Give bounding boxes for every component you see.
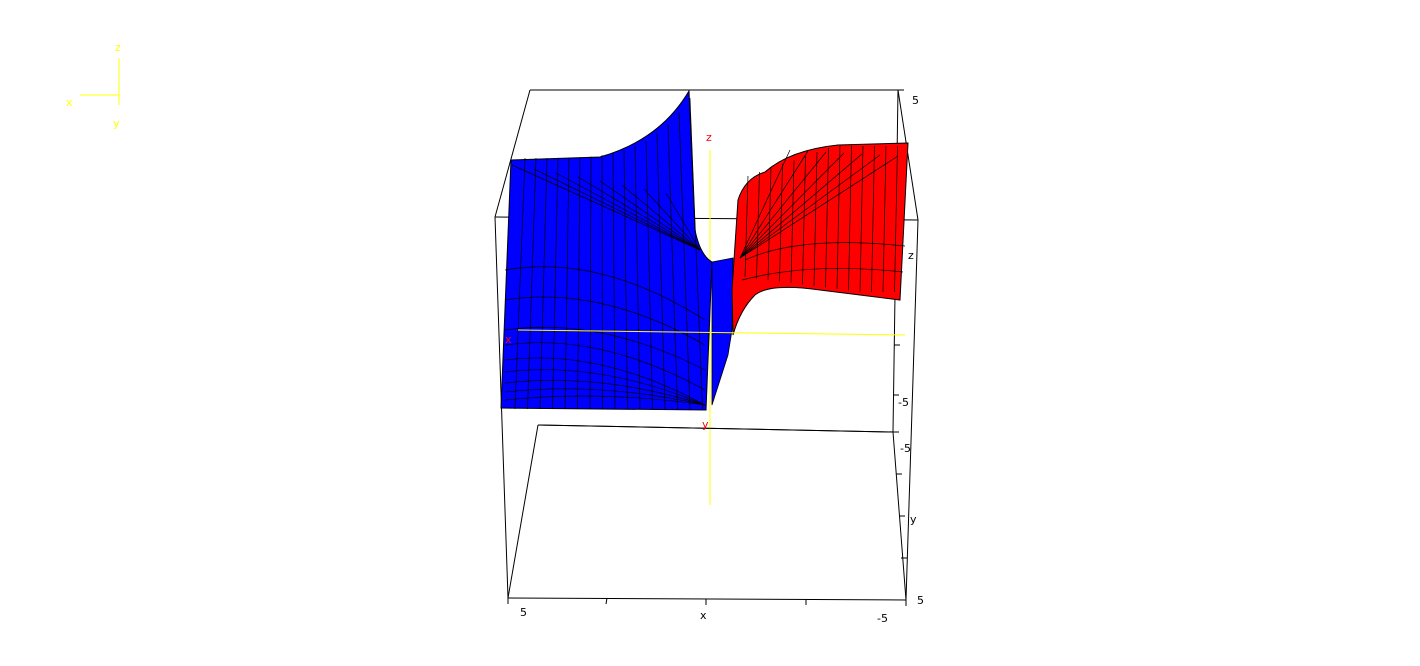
mesh-line [599,180,701,251]
surface-blue [500,89,734,411]
box-edge [507,597,907,601]
mesh-line [894,145,898,293]
inner-y-label: y [702,418,709,431]
z-axis-label: z [908,249,914,262]
mesh-line [564,157,570,410]
mesh-line [882,145,887,293]
mesh-line [825,147,829,288]
mesh-line [790,159,795,284]
mesh-line [767,167,772,281]
triad-z-label: z [115,41,121,54]
mesh-line [504,379,706,406]
mesh-line [739,152,845,259]
inner-x-label: x [505,333,512,346]
y-axis-label: y [910,513,917,526]
surface-red-mesh [739,145,906,293]
y-tick-label-end: 5 [917,594,924,607]
mesh-line [739,150,809,259]
mesh-line [665,192,701,251]
orientation-triad: x z y [66,41,121,130]
mesh-line [514,157,526,410]
mesh-line [504,388,706,406]
x-axis-label: x [700,609,707,622]
mesh-line [612,153,616,410]
tick-mark [605,597,608,605]
box-edge [494,89,531,218]
mesh-line [577,176,701,251]
box-edge [507,424,539,599]
mesh-line [859,145,864,293]
triad-y-label: y [113,117,120,130]
tick-marks [507,89,907,606]
mesh-line [504,266,706,321]
mesh-line [739,153,863,259]
y-tick-label-start: -5 [900,442,911,455]
mesh-line [739,155,899,259]
mesh-line [533,168,701,251]
mesh-line [667,124,678,410]
inner-x-axis [517,329,906,336]
mesh-line [741,268,904,281]
mesh-line [645,140,653,410]
bounding-box-front [537,424,894,433]
mesh-line [813,151,818,287]
z-tick-label-bottom: -5 [898,396,909,409]
surface-blue-mid-strip [711,257,734,406]
x-tick-label-start: 5 [520,606,527,619]
mesh-line [539,157,548,410]
mesh-line [739,154,881,259]
mesh-line [504,296,706,346]
surface-red [731,142,909,336]
triad-x-label: x [66,96,73,109]
mesh-line [577,157,581,410]
mesh-line [504,357,706,406]
mesh-line [527,157,537,410]
mesh-line [552,157,559,410]
mesh-line [555,172,701,251]
mesh-line [643,188,701,251]
x-tick-label-end: -5 [877,612,888,625]
mesh-line [621,184,701,251]
mesh-line [589,156,592,410]
mesh-line [836,145,841,290]
mesh-line [504,369,706,406]
mesh-line [504,326,706,371]
z-tick-label-top: 5 [912,94,919,107]
mesh-line [739,151,827,259]
mesh-line [744,242,906,261]
mesh-line [689,97,703,410]
mesh-line [744,175,749,278]
mesh-line [504,342,706,391]
mesh-line [871,145,875,293]
inner-z-label: z [706,131,712,144]
mesh-line [504,395,706,406]
mesh-line [848,145,852,291]
mesh-line [634,146,641,410]
mesh-line [511,164,701,251]
surface-blue-mesh [504,97,706,410]
mesh-line [756,171,760,279]
mesh-line [656,133,666,410]
mesh-line [623,150,628,410]
mesh-line [739,149,791,259]
box-edge [537,424,894,433]
box-edge [905,219,919,601]
box-edge [897,89,919,221]
mesh-line [678,112,691,410]
